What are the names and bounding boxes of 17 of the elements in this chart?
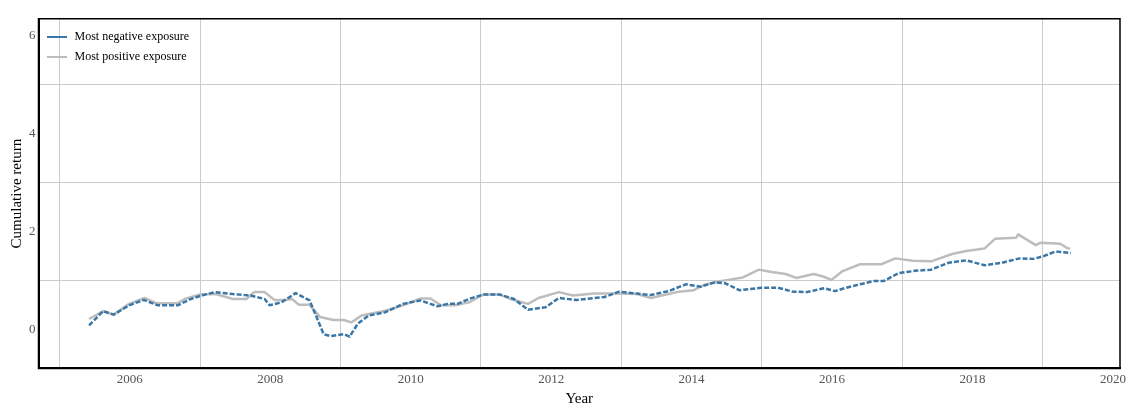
y-tick-label: 0 — [29, 320, 36, 336]
x-axis-title: Year — [565, 389, 594, 406]
x-tick-label: 2018 — [959, 370, 986, 386]
x-tick-label: 2010 — [397, 370, 424, 386]
y-axis-title: Cumulative return — [7, 138, 24, 249]
x-tick-label: 2020 — [1099, 370, 1126, 386]
y-tick-label: 6 — [29, 27, 36, 43]
y-tick-label: 4 — [29, 125, 36, 141]
line-series — [87, 250, 1073, 338]
y-tick-label: 2 — [29, 222, 36, 238]
x-tick-label: 2006 — [116, 370, 144, 386]
x-tick-label: 2016 — [819, 370, 846, 386]
x-tick-label: 2012 — [538, 370, 565, 386]
x-tick-label: 2008 — [257, 370, 284, 386]
x-tick-label: 2014 — [678, 370, 706, 386]
legend-label: Most positive exposure — [74, 49, 187, 65]
legend-label: Most negative exposure — [74, 29, 190, 45]
